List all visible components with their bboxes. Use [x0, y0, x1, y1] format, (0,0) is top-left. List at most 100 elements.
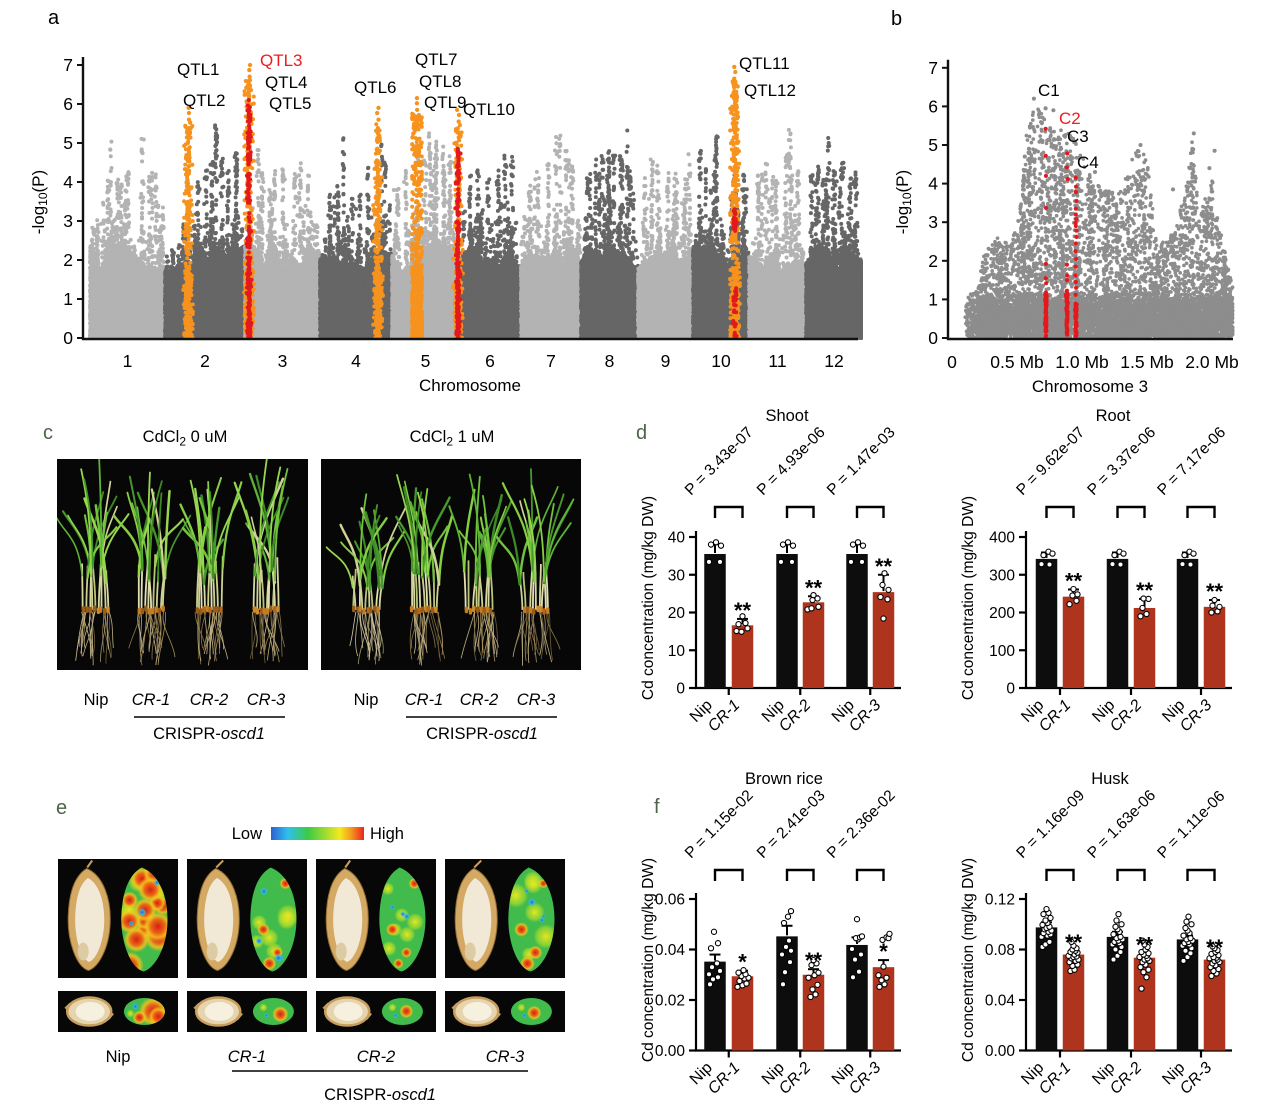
section-endosperm	[333, 1002, 363, 1021]
data-point	[708, 964, 716, 971]
comparison-bracket	[785, 868, 815, 881]
leaf	[506, 516, 521, 586]
root	[409, 611, 415, 660]
collar	[137, 607, 141, 615]
root	[218, 611, 221, 649]
collar	[464, 606, 469, 614]
leaf	[112, 514, 144, 572]
panel-b: 0 1 2 3 4 5 6 7 -log10(P) 0 0.5 Mb 1.0 Mb 1.5 Mb 2.0 …	[893, 58, 1239, 396]
p-value-label: P = 3.43e-07	[682, 424, 757, 499]
collar	[81, 606, 86, 613]
collar	[195, 607, 200, 614]
heat-blob-red	[526, 1005, 542, 1021]
root	[368, 611, 373, 648]
qtl-label-qtl3: QTL3	[260, 51, 303, 70]
root	[273, 611, 277, 652]
root	[355, 611, 359, 657]
root	[148, 611, 152, 651]
data-point	[855, 968, 863, 975]
collar	[536, 605, 540, 613]
group-label: Nip	[84, 691, 109, 709]
root	[100, 611, 106, 662]
data-point	[785, 937, 793, 944]
grain-group-label: CR-3	[486, 1048, 525, 1066]
chart-ytick-label: 0	[1006, 681, 1015, 698]
heat-blob-red	[528, 945, 543, 960]
leaf-tall	[258, 459, 268, 567]
bar-label: CR-2	[776, 697, 814, 735]
bar-nip	[776, 553, 798, 688]
panel-b-ytick-label: 1	[928, 289, 938, 309]
panel-d-chart-0: Shoot Cd concentration (mg/kg DW) 0 10 20 30 4…	[640, 407, 901, 735]
collar	[479, 606, 484, 613]
panel-a-xtick-label: 8	[605, 351, 615, 371]
data-point	[1112, 946, 1119, 953]
stem	[152, 554, 157, 610]
collar	[140, 607, 145, 615]
data-point	[787, 947, 795, 954]
data-point	[782, 943, 790, 951]
data-point	[1180, 957, 1187, 965]
panel-a-ylabel: -log10(P)	[29, 170, 50, 234]
data-point	[1185, 913, 1192, 920]
collar	[434, 606, 438, 614]
leaf	[99, 513, 130, 577]
significance-stars: *	[879, 939, 888, 964]
collar	[144, 605, 148, 613]
bar-cr	[1133, 957, 1156, 1051]
data-point	[849, 541, 857, 548]
leaf	[255, 474, 274, 572]
data-point	[847, 558, 855, 566]
chart-ytick-label: 10	[668, 643, 686, 660]
data-point	[716, 558, 724, 566]
collar	[430, 607, 435, 614]
data-point	[885, 586, 892, 593]
root	[493, 611, 498, 655]
leaf	[395, 515, 420, 576]
data-point	[853, 916, 861, 923]
bar-nip	[1035, 558, 1058, 688]
heat-blob-blue	[259, 887, 269, 896]
root	[413, 611, 423, 666]
data-point	[805, 974, 812, 981]
heat-mottle	[388, 1003, 397, 1012]
root	[261, 611, 265, 652]
data-point	[712, 539, 720, 546]
section-husk-flange	[451, 1002, 501, 1021]
comparison-bracket	[855, 505, 885, 518]
heat-blob-blue	[137, 908, 147, 917]
root	[200, 611, 207, 649]
root	[214, 611, 223, 662]
collar	[150, 607, 155, 615]
group-label: CR-3	[247, 691, 286, 709]
grain-heatmap	[379, 867, 426, 972]
root	[374, 611, 382, 649]
leaf-tall	[468, 473, 481, 575]
chart-axes	[694, 893, 901, 1052]
collar	[85, 606, 89, 613]
significance-stars: **	[805, 575, 823, 600]
leaf	[487, 505, 507, 578]
grain-awn	[86, 859, 94, 869]
data-point	[1216, 603, 1223, 610]
leaf	[212, 494, 241, 582]
root	[437, 611, 440, 658]
collar	[205, 605, 210, 613]
chart-ytick-label: 30	[668, 567, 686, 584]
root	[522, 611, 525, 666]
leaf	[545, 498, 575, 576]
chart-title: Shoot	[765, 407, 809, 425]
crispr-label: CRISPR-oscd1	[426, 725, 538, 743]
root	[148, 611, 156, 653]
panel-a-xtick-label: 6	[485, 351, 495, 371]
panel-b-xtick-label: 2.0 Mb	[1185, 352, 1239, 372]
collar	[106, 606, 110, 614]
collar	[525, 606, 530, 613]
section-husk-flange	[322, 1002, 372, 1021]
root	[375, 611, 380, 665]
p-value-label: P = 1.47e-03	[824, 424, 899, 499]
comparison-bracket	[713, 505, 744, 518]
chart-title: Husk	[1091, 770, 1129, 788]
p-value-label: P = 1.63e-06	[1084, 787, 1159, 862]
chart-ytick-label: 100	[989, 643, 1015, 660]
